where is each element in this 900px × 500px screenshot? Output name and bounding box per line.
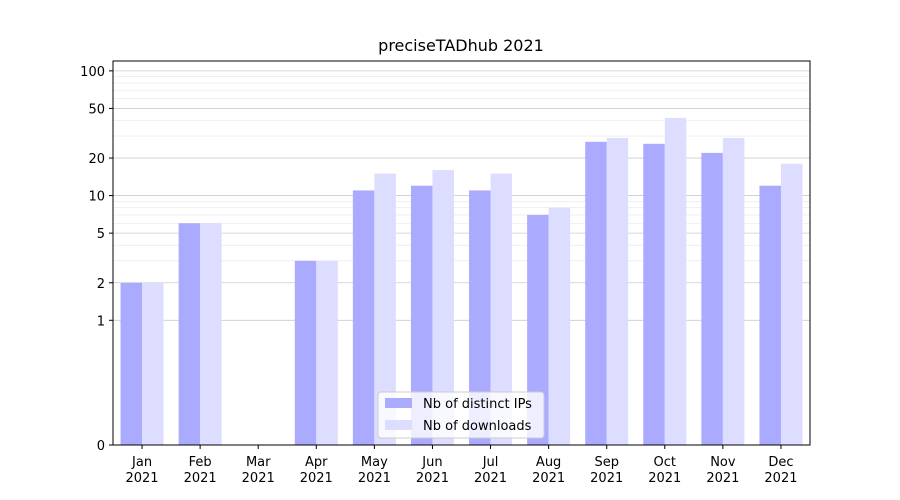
- x-tick-label: Sep 2021: [590, 455, 623, 486]
- bar-distinct-ips-7[interactable]: [469, 190, 491, 445]
- plot-frame: [112, 60, 811, 446]
- y-tick-label: 5: [97, 227, 105, 242]
- legend[interactable]: Nb of distinct IPs Nb of downloads: [377, 391, 545, 439]
- y-tick-label: 20: [88, 152, 105, 167]
- legend-frame: [377, 391, 545, 439]
- bar-downloads-9[interactable]: [606, 137, 629, 446]
- bar-distinct-ips-11[interactable]: [701, 152, 723, 445]
- legend-label-distinct-ips: Nb of distinct IPs: [423, 397, 532, 412]
- bar-distinct-ips-9[interactable]: [585, 141, 607, 445]
- bar-distinct-ips-12[interactable]: [759, 185, 781, 445]
- x-tick-label: Apr 2021: [300, 455, 333, 486]
- bar-distinct-ips-6[interactable]: [410, 185, 433, 445]
- bar-downloads-12[interactable]: [780, 163, 803, 445]
- bar-distinct-ips-5[interactable]: [352, 190, 375, 445]
- bar-downloads-2[interactable]: [200, 223, 222, 445]
- x-tick-label: Nov 2021: [706, 455, 739, 486]
- y-tick-label: 0: [97, 439, 105, 454]
- x-tick-label: May 2021: [358, 455, 391, 486]
- bar-distinct-ips-2[interactable]: [178, 223, 201, 445]
- bar-downloads-11[interactable]: [722, 137, 745, 446]
- x-tick-label: Dec 2021: [764, 455, 797, 486]
- bar-distinct-ips-8[interactable]: [527, 214, 549, 445]
- bar-distinct-ips-1[interactable]: [120, 282, 143, 445]
- x-tick-label: Jul 2021: [474, 455, 507, 486]
- bars: [120, 117, 803, 446]
- bar-downloads-8[interactable]: [548, 207, 571, 445]
- bar-downloads-1[interactable]: [142, 282, 164, 445]
- x-tick-label: Oct 2021: [648, 455, 681, 486]
- x-tick-label: Jun 2021: [416, 455, 449, 486]
- y-tick-label: 10: [88, 190, 105, 205]
- y-tick-label: 1: [97, 314, 105, 329]
- bar-downloads-5[interactable]: [374, 173, 396, 445]
- x-tick-label: Aug 2021: [532, 455, 565, 486]
- x-tick-label: Mar 2021: [242, 455, 275, 486]
- legend-swatch-distinct-ips: [385, 398, 412, 408]
- bar-distinct-ips-4[interactable]: [294, 260, 317, 445]
- x-tick-label: Jan 2021: [125, 455, 158, 486]
- bar-downloads-6[interactable]: [432, 170, 454, 445]
- y-tick-label: 100: [80, 65, 105, 80]
- bar-downloads-7[interactable]: [490, 173, 513, 445]
- axes: 0 1 2 5 10 20 50 100 Jan 2021 Feb 2021 Mar 2021 Apr 202…: [80, 60, 811, 486]
- legend-label-downloads: Nb of downloads: [423, 419, 532, 434]
- bar-downloads-10[interactable]: [664, 117, 687, 445]
- chart-title: preciseTADhub 2021: [378, 36, 544, 55]
- y-tick-label: 50: [88, 102, 105, 117]
- legend-swatch-downloads: [385, 420, 412, 430]
- grid-lines: [113, 70, 810, 321]
- bar-distinct-ips-10[interactable]: [643, 143, 665, 446]
- y-tick-label: 2: [97, 277, 105, 292]
- bar-downloads-4[interactable]: [316, 260, 338, 445]
- x-tick-label: Feb 2021: [184, 455, 217, 486]
